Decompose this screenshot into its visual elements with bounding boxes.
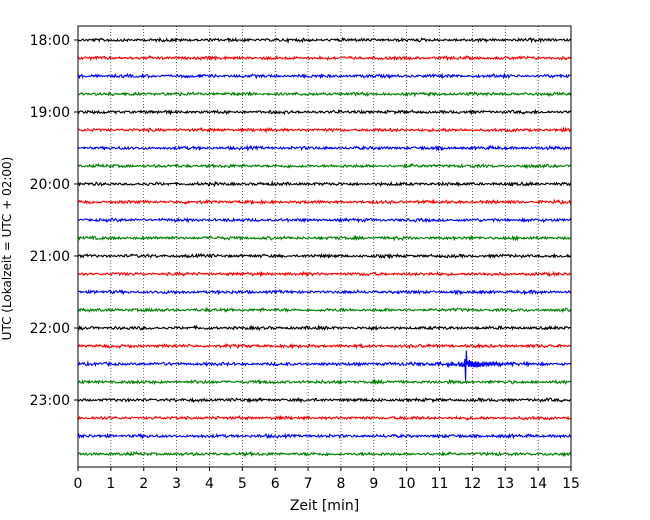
trace-2115 bbox=[77, 270, 572, 278]
trace-2230 bbox=[77, 350, 572, 382]
x-tick-label: 0 bbox=[74, 476, 83, 492]
trace-2315 bbox=[77, 414, 572, 422]
x-axis-label: Zeit [min] bbox=[290, 498, 359, 514]
trace-2330 bbox=[77, 432, 572, 440]
trace-1815 bbox=[77, 54, 572, 62]
trace-2245 bbox=[77, 378, 572, 386]
trace-1900 bbox=[77, 108, 572, 116]
x-tick-label: 6 bbox=[271, 476, 280, 492]
trace-2000 bbox=[78, 179, 572, 188]
y-tick-label: 22:00 bbox=[30, 321, 70, 337]
trace-2200 bbox=[77, 324, 572, 332]
x-tick-label: 10 bbox=[398, 476, 416, 492]
x-tick-label: 13 bbox=[496, 476, 514, 492]
trace-2100 bbox=[77, 252, 572, 260]
trace-1800 bbox=[77, 36, 572, 45]
trace-2145 bbox=[77, 306, 572, 314]
x-tick-label: 15 bbox=[562, 476, 580, 492]
x-tick-label: 12 bbox=[463, 476, 481, 492]
y-tick-label: 21:00 bbox=[30, 249, 70, 265]
trace-1915 bbox=[78, 126, 572, 134]
y-tick-label: 23:00 bbox=[30, 393, 70, 409]
trace-layer bbox=[77, 36, 572, 458]
trace-2215 bbox=[77, 342, 572, 350]
trace-1830 bbox=[77, 72, 571, 80]
trace-1930 bbox=[77, 144, 572, 152]
y-tick-label: 20:00 bbox=[30, 177, 70, 193]
y-axis-label: UTC (Lokalzeit = UTC + 02:00) bbox=[0, 157, 14, 341]
x-tick-label: 1 bbox=[106, 476, 115, 492]
y-axis: 18:00 19:00 20:00 21:00 22:00 23:00 bbox=[30, 33, 78, 409]
x-tick-label: 2 bbox=[139, 476, 148, 492]
x-tick-label: 8 bbox=[336, 476, 345, 492]
trace-2130 bbox=[77, 288, 572, 296]
trace-2015 bbox=[77, 198, 572, 206]
y-tick-label: 18:00 bbox=[30, 33, 70, 49]
trace-1845 bbox=[77, 90, 572, 98]
plot-frame bbox=[77, 25, 572, 468]
trace-2045 bbox=[77, 234, 572, 242]
x-tick-label: 7 bbox=[304, 476, 313, 492]
trace-2300 bbox=[77, 396, 572, 404]
x-axis: 0 1 2 3 4 5 6 7 8 9 10 11 12 13 14 15 bbox=[74, 467, 580, 492]
x-tick-label: 3 bbox=[172, 476, 181, 492]
x-tick-label: 11 bbox=[431, 476, 449, 492]
x-tick-label: 5 bbox=[238, 476, 247, 492]
x-tick-label: 4 bbox=[205, 476, 214, 492]
trace-2345 bbox=[77, 450, 572, 458]
x-tick-label: 14 bbox=[529, 476, 547, 492]
y-tick-label: 19:00 bbox=[30, 105, 70, 121]
trace-1945 bbox=[77, 162, 572, 170]
x-tick-label: 9 bbox=[369, 476, 378, 492]
trace-2030 bbox=[77, 216, 572, 224]
